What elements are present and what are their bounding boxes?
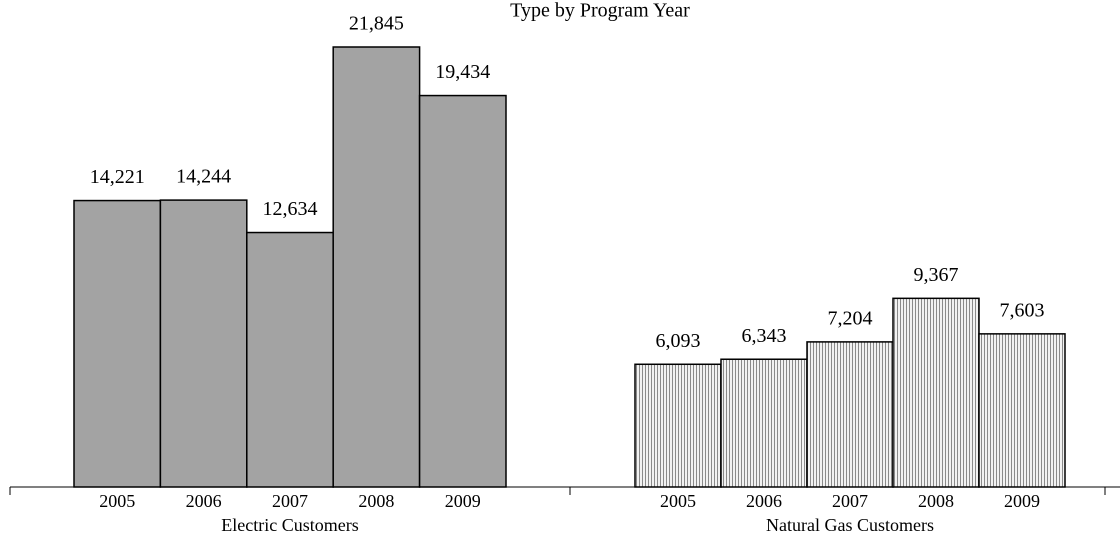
bar (806, 341, 894, 488)
x-tick-label: 2005 (99, 491, 135, 511)
value-label: 7,204 (828, 307, 873, 329)
x-tick-label: 2007 (832, 491, 868, 511)
value-label: 6,343 (742, 325, 787, 347)
bar (978, 333, 1066, 488)
value-label: 6,093 (656, 330, 701, 352)
group-label: Natural Gas Customers (766, 515, 934, 535)
bar (634, 363, 722, 488)
x-tick-label: 2006 (186, 491, 222, 511)
bar (246, 231, 334, 488)
bar (73, 199, 162, 488)
bar (332, 46, 421, 488)
bar (892, 297, 980, 488)
x-tick-label: 2006 (746, 491, 782, 511)
bar (720, 358, 808, 488)
value-label: 12,634 (263, 198, 318, 220)
x-tick-label: 2009 (1004, 491, 1040, 511)
value-label: 9,367 (914, 264, 959, 286)
bar (159, 199, 248, 488)
x-tick-label: 2007 (272, 491, 308, 511)
value-label: 21,845 (349, 13, 404, 35)
x-tick-label: 2005 (660, 491, 696, 511)
value-label: 7,603 (1000, 299, 1045, 321)
value-label: 19,434 (435, 61, 490, 83)
x-tick-label: 2008 (358, 491, 394, 511)
x-tick-label: 2008 (918, 491, 954, 511)
value-label: 14,221 (90, 166, 145, 188)
x-tick-label: 2009 (445, 491, 481, 511)
chart-title: Type by Program Year (510, 0, 690, 22)
group-label: Electric Customers (221, 515, 358, 535)
bar (418, 94, 507, 488)
value-label: 14,244 (176, 166, 231, 188)
